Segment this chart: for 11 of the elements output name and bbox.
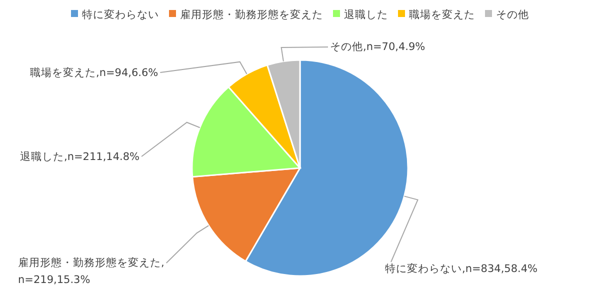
legend-label: 職場を変えた (409, 8, 475, 21)
legend-label: その他 (496, 9, 529, 21)
text: n=219,15.3% (18, 274, 90, 286)
legend-label: 特に変わらない (82, 8, 159, 21)
legend-label: 雇用形態・勤務形態を変えた (180, 8, 323, 21)
category-label: 雇用形態・勤務形態を変えた, (18, 257, 164, 269)
category-label: 退職した,n=211,14.8% (20, 151, 140, 163)
category-label: その他,n=70,4.9% (330, 41, 426, 53)
category-label: 職場を変えた,n=94,6.6% (30, 67, 158, 79)
category-label: 特に変わらない,n=834,58.4% (385, 263, 538, 275)
legend-label: 退職した (344, 8, 388, 21)
